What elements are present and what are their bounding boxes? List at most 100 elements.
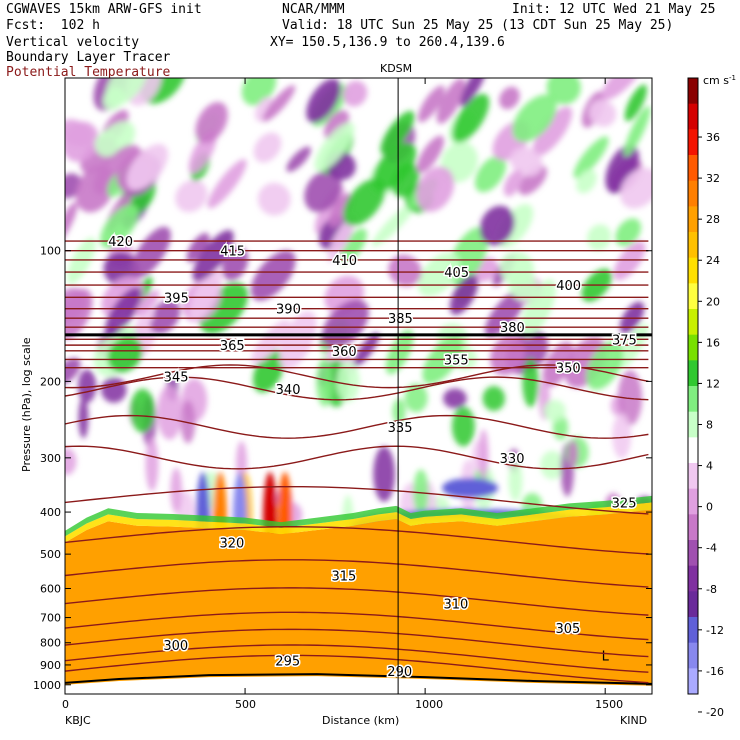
colorbar-unit: cm s-1	[703, 74, 736, 87]
y-tick-label: 400	[40, 506, 61, 519]
w-cell	[588, 99, 617, 127]
w-cell	[619, 167, 652, 209]
w-cell	[342, 80, 368, 107]
wave-band	[442, 478, 498, 498]
colorbar-swatch	[688, 78, 698, 105]
w-cell	[417, 85, 445, 123]
kdsm-label: KDSM	[380, 62, 412, 75]
colorbar-swatch	[688, 411, 698, 438]
w-cell	[532, 106, 573, 157]
theta-label-420: 420	[108, 235, 133, 250]
colorbar-unit-label: cm s	[703, 74, 729, 87]
y-tick-label: 800	[40, 637, 61, 650]
colorbar-swatch	[688, 386, 698, 413]
w-cell	[615, 218, 642, 247]
y-tick-label: 100	[40, 245, 61, 258]
w-cell	[77, 369, 97, 403]
w-cell	[100, 204, 139, 249]
w-cell	[336, 360, 360, 403]
colorbar-tick-label: 4	[706, 460, 713, 473]
w-cell	[436, 78, 466, 124]
w-cell	[568, 440, 579, 468]
w-cell	[573, 136, 609, 179]
w-cell	[314, 122, 355, 172]
colorbar-tick-label: -16	[706, 665, 724, 678]
w-cell	[373, 446, 396, 502]
w-cell	[546, 78, 581, 105]
w-cell	[371, 201, 417, 247]
w-cell	[512, 94, 557, 142]
w-cell	[286, 146, 311, 172]
w-cell	[478, 429, 489, 480]
field-boundary-layer: Boundary Layer Tracer	[6, 50, 171, 65]
y-tick-label: 500	[40, 548, 61, 561]
w-cell	[542, 341, 574, 387]
theta-label-395: 395	[164, 291, 189, 306]
theta-contours	[65, 240, 649, 684]
colorbar-swatch	[688, 257, 698, 284]
w-cell	[503, 170, 523, 197]
axes: 0 500 1000 1500 100 200 300 400 500 600 700 800 900 1…	[33, 78, 652, 711]
x-tick-label: 1500	[595, 698, 623, 711]
w-cell	[130, 388, 156, 433]
w-cell	[353, 332, 380, 367]
w-cell	[508, 460, 523, 502]
colorbar-tick-label: 36	[706, 131, 720, 144]
w-cell	[443, 388, 467, 409]
w-cell	[388, 254, 422, 287]
theta-label-405: 405	[444, 266, 469, 281]
valid-time: Valid: 18 UTC Sun 25 May 25 (13 CDT Sun …	[282, 18, 674, 33]
x-tick-label: 1000	[415, 698, 443, 711]
theta-label-360: 360	[332, 345, 357, 360]
w-cell	[586, 224, 612, 251]
bl-tracer-edge	[65, 502, 652, 543]
colorbar-swatch	[688, 642, 698, 669]
colorbar-tick-label: 24	[706, 254, 720, 267]
w-cell	[262, 85, 296, 122]
w-cell	[251, 319, 290, 365]
colorbar-tick-label: 32	[706, 172, 720, 185]
colorbar-tick-label: 28	[706, 213, 720, 226]
w-cell	[94, 132, 119, 157]
theta-line-320	[65, 526, 649, 555]
colorbar-frame	[687, 77, 699, 695]
colorbar-tick-label: -8	[706, 583, 717, 596]
theta-label-345: 345	[164, 371, 189, 386]
w-cell	[253, 132, 282, 163]
w-cell	[78, 397, 89, 439]
w-cell	[131, 226, 171, 278]
y-tick-label: 600	[40, 583, 61, 596]
w-cell	[126, 144, 169, 191]
colorbar-tick-label: 12	[706, 377, 720, 390]
w-cell	[257, 182, 291, 216]
w-cell	[392, 398, 406, 425]
w-cell	[279, 311, 317, 370]
theta-label-300: 300	[163, 639, 188, 654]
w-cell	[452, 93, 490, 143]
theta-label-340: 340	[276, 383, 301, 398]
w-cell	[484, 288, 527, 337]
w-cell	[132, 309, 155, 337]
colorbar-swatch	[688, 668, 698, 695]
plot-frame	[64, 77, 653, 695]
theta-label-415: 415	[220, 245, 245, 260]
theta-label-290: 290	[387, 665, 412, 680]
w-cell	[65, 121, 99, 162]
colorbar-swatch	[688, 540, 698, 567]
theta-label-325: 325	[612, 496, 637, 511]
init-time: Init: 12 UTC Wed 21 May 25	[512, 2, 716, 17]
theta-label-400: 400	[556, 279, 581, 294]
forecast-hour: Fcst: 102 h	[6, 18, 100, 33]
y-tick-label: 1000	[33, 679, 61, 692]
colorbar-swatch	[688, 591, 698, 618]
theta-label-365: 365	[220, 339, 245, 354]
theta-line-325	[65, 485, 649, 515]
colorbar-swatch	[688, 463, 698, 490]
w-cell	[65, 448, 77, 475]
colorbar-tick-label: -20	[706, 706, 724, 719]
w-cell	[65, 173, 82, 199]
w-cell	[576, 169, 597, 194]
theta-label-305: 305	[555, 622, 580, 637]
colorbar-swatch	[688, 565, 698, 592]
bl-tracer-edge	[65, 495, 652, 539]
